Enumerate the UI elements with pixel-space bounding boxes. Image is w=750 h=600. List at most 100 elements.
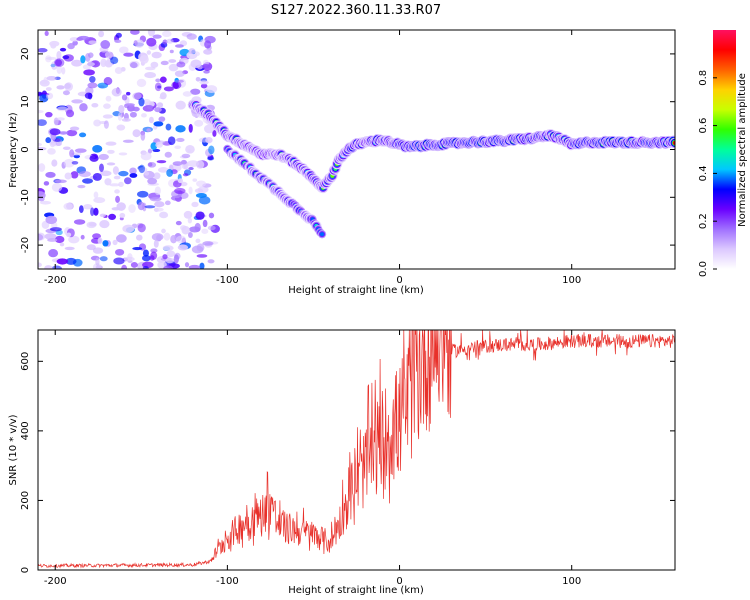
- spectrogram-noise-blob: [187, 217, 193, 224]
- spectrogram-noise-blob: [153, 121, 164, 127]
- snr-xlabel: Height of straight line (km): [288, 585, 424, 596]
- spectrogram-noise-blob: [212, 130, 217, 137]
- spectrogram-noise-blob: [153, 172, 161, 180]
- spectrogram-noise-blob: [152, 34, 162, 39]
- spectrogram-noise-blob: [147, 177, 158, 185]
- spectrogram-noise-blob: [155, 141, 163, 148]
- spectrogram-noise-blob: [159, 76, 167, 83]
- spectrogram-noise-blob: [138, 97, 145, 107]
- spectrogram-noise-blob: [115, 32, 122, 38]
- spectrogram-noise-blob: [136, 190, 149, 198]
- spectrogram-noise-blob: [190, 88, 201, 95]
- spectrogram-noise-blob: [86, 244, 96, 251]
- spectrogram-noise-blob: [121, 118, 131, 122]
- spectrogram-noise-blob: [99, 220, 110, 229]
- spectrogram-noise-blob: [51, 265, 63, 269]
- spectrogram-noise-blob: [130, 262, 138, 268]
- spectrogram-noise-blob: [78, 170, 91, 178]
- spectrogram-noise-blob: [45, 171, 56, 178]
- spectrogram-noise-blob: [73, 154, 81, 159]
- spectrogram-noise-blob: [195, 76, 201, 82]
- snr-ytick-label: 400: [20, 421, 31, 440]
- spectrogram-noise-blob: [142, 249, 149, 257]
- spectrogram-noise-blob: [122, 139, 134, 143]
- spectrogram-noise-blob: [174, 44, 184, 48]
- spectrogram-noise-blob: [140, 152, 152, 161]
- spectrogram-noise-blob: [90, 207, 95, 217]
- snr-xtick-label: -100: [216, 576, 239, 587]
- spectrogram-noise-blob: [190, 59, 202, 69]
- spectrogram-noise-blob: [132, 246, 143, 251]
- spectrogram-noise-blob: [205, 85, 218, 94]
- spectrogram-noise-blob: [180, 159, 187, 165]
- spectrogram-noise-blob: [182, 91, 192, 97]
- spectrogram-noise-blob: [171, 81, 182, 90]
- spectrogram-noise-blob: [173, 254, 180, 264]
- spectrogram-noise-blob: [147, 148, 153, 154]
- spectrogram-noise-blob: [102, 240, 109, 247]
- spectrogram-noise-blob: [92, 172, 102, 181]
- spectrogram-noise-blob: [154, 201, 165, 208]
- spectrogram-noise-blob: [88, 40, 97, 45]
- spectrogram-noise-blob: [39, 200, 52, 205]
- spectrogram-noise-blob: [144, 205, 156, 209]
- spectrogram-noise-blob: [154, 82, 162, 92]
- spectrogram-noise-blob: [45, 92, 54, 100]
- spectrogram-noise-blob: [38, 48, 48, 53]
- spectrogram-noise-blob: [154, 186, 161, 196]
- figure-title: S127.2022.360.11.33.R07: [271, 3, 441, 18]
- snr-xtick-label: 0: [396, 576, 402, 587]
- spectrogram-noise-blob: [146, 37, 157, 47]
- spectrogram-noise-blob: [65, 109, 75, 118]
- spectrogram-noise-blob: [132, 106, 140, 112]
- spectrogram-noise-blob: [92, 247, 104, 254]
- spectrogram-noise-blob: [174, 187, 186, 194]
- spectrogram-xtick-label: -100: [216, 275, 239, 286]
- spectrogram-noise-blob: [80, 234, 85, 240]
- spectrogram-noise-blob: [158, 116, 166, 122]
- spectrogram-noise-blob: [201, 228, 209, 234]
- spectrogram-noise-blob: [107, 149, 115, 154]
- spectrogram-noise-blob: [162, 254, 168, 260]
- spectrogram-noise-blob: [56, 258, 69, 265]
- spectrogram-noise-blob: [194, 222, 201, 232]
- spectrogram-noise-blob: [111, 87, 122, 97]
- spectrogram-noise-blob: [56, 106, 68, 112]
- snr-ytick-label: 600: [20, 352, 31, 371]
- spectrogram-noise-blob: [129, 173, 138, 178]
- spectrogram-noise-blob: [175, 125, 186, 133]
- spectrogram-noise-blob: [78, 205, 84, 213]
- spectrogram-noise-blob: [195, 211, 205, 220]
- spectrogram-noise-blob: [67, 43, 75, 50]
- spectrogram-noise-blob: [146, 50, 152, 55]
- spectrogram-noise-blob: [105, 141, 117, 146]
- spectrogram-noise-blob: [204, 40, 212, 49]
- spectrogram-noise-blob: [86, 221, 97, 229]
- spectrogram-noise-blob: [49, 40, 60, 47]
- spectrogram-noise-blob: [138, 164, 146, 174]
- spectrogram-noise-blob: [56, 85, 65, 90]
- spectrogram-noise-blob: [43, 181, 50, 186]
- spectrogram-noise-blob: [163, 265, 174, 269]
- spectrogram-noise-blob: [129, 111, 137, 118]
- spectrogram-noise-blob: [71, 99, 83, 104]
- spectrogram-noise-blob: [157, 167, 169, 173]
- spectrogram-noise-blob: [93, 191, 99, 199]
- snr-series-line: [38, 330, 675, 569]
- colorbar-gradient: [713, 30, 736, 269]
- snr-x-ticks: -200 -100 0 100: [44, 330, 581, 587]
- spectrogram-ridges: [187, 99, 675, 239]
- spectrogram-noise-blob: [181, 226, 190, 235]
- spectrogram-noise-blob: [169, 49, 174, 54]
- colorbar-ticks: 0.0 0.2 0.4 0.6 0.8: [698, 70, 717, 277]
- spectrogram-noise-blob: [89, 154, 99, 162]
- spectrogram-noise-blob: [176, 137, 185, 142]
- spectrogram-noise-blob: [69, 37, 79, 42]
- spectrogram-noise-blob: [141, 113, 147, 118]
- spectrogram-noise-blob: [163, 232, 171, 241]
- spectrogram-noise-blob: [121, 264, 128, 269]
- spectrogram-noise-blob: [166, 169, 173, 177]
- snr-ytick-label: 0: [20, 567, 31, 573]
- spectrogram-noise-blob: [63, 158, 75, 168]
